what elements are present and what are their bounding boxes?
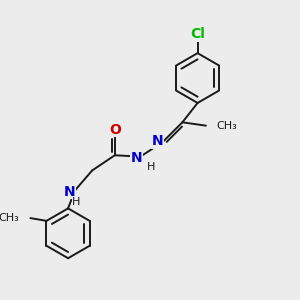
Text: N: N xyxy=(131,151,143,165)
Text: O: O xyxy=(109,123,121,137)
Text: Cl: Cl xyxy=(190,27,205,41)
Text: N: N xyxy=(64,185,75,199)
Text: CH₃: CH₃ xyxy=(216,121,237,130)
Text: H: H xyxy=(72,197,80,207)
Text: H: H xyxy=(147,162,155,172)
Text: N: N xyxy=(152,134,163,148)
Text: CH₃: CH₃ xyxy=(0,213,20,223)
